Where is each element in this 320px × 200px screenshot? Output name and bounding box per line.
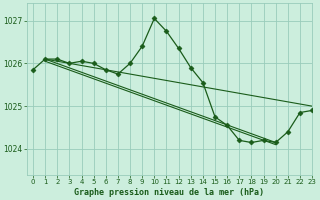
- X-axis label: Graphe pression niveau de la mer (hPa): Graphe pression niveau de la mer (hPa): [75, 188, 265, 197]
